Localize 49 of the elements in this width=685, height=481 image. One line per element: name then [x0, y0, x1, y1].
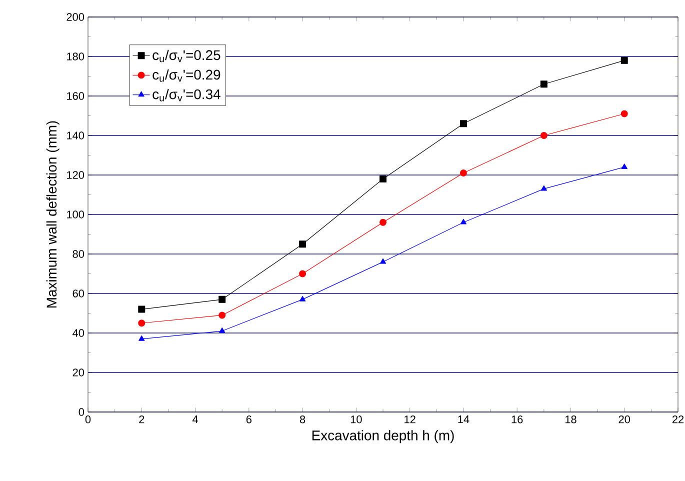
point [219, 328, 226, 333]
legend-label: c$_{u}$/σ$_{v}$'=0.34 [152, 88, 220, 102]
y-tick-label: 140 [67, 132, 84, 140]
y-tick-label: 80 [72, 250, 84, 258]
x-tick-label: 4 [192, 416, 198, 424]
y-tick-label: 0 [78, 408, 84, 416]
point [299, 240, 306, 248]
y-tick-label: 20 [72, 368, 84, 376]
y-tick-label: 160 [67, 92, 84, 100]
point [138, 306, 146, 313]
x-tick-label: 0 [85, 416, 91, 424]
x-tick-label: 8 [300, 416, 306, 424]
point [540, 132, 548, 139]
legend-label: c$_{u}$/σ$_{v}$'=0.29 [152, 69, 220, 82]
point [460, 170, 467, 177]
x-tick-label: 16 [512, 416, 523, 424]
x-tick-label: 6 [246, 416, 252, 424]
x-axis-title: Excavation depth h (m) [312, 430, 454, 444]
x-tick-label: 18 [565, 416, 576, 424]
point [540, 80, 548, 88]
point [138, 320, 146, 327]
point [299, 270, 306, 278]
point [380, 175, 386, 182]
point [460, 218, 467, 224]
y-tick-label: 100 [67, 210, 84, 218]
x-tick-label: 22 [672, 416, 684, 424]
point [380, 258, 386, 264]
point [299, 296, 306, 302]
x-tick-label: 12 [404, 416, 416, 424]
y-tick-label: 120 [67, 171, 84, 179]
point [620, 56, 628, 64]
y-tick-label: 180 [67, 52, 84, 60]
x-tick-label: 14 [458, 416, 470, 424]
point [620, 110, 628, 118]
y-tick-label: 200 [66, 13, 84, 21]
point [218, 312, 226, 319]
x-tick-label: 10 [350, 416, 362, 424]
x-tick-label: 2 [139, 416, 144, 424]
y-tick-label: 40 [72, 329, 84, 337]
y-tick-label: 60 [72, 290, 84, 298]
point [380, 218, 386, 226]
point [621, 164, 628, 169]
point [218, 296, 226, 303]
point [138, 335, 145, 341]
x-tick-label: 20 [618, 416, 630, 424]
point [460, 120, 467, 128]
legend-label: c$_{u}$/σ$_{v}$'=0.25 [152, 50, 220, 62]
y-axis-title: Maximum wall deflection (mm) [46, 121, 60, 308]
point [540, 185, 547, 191]
